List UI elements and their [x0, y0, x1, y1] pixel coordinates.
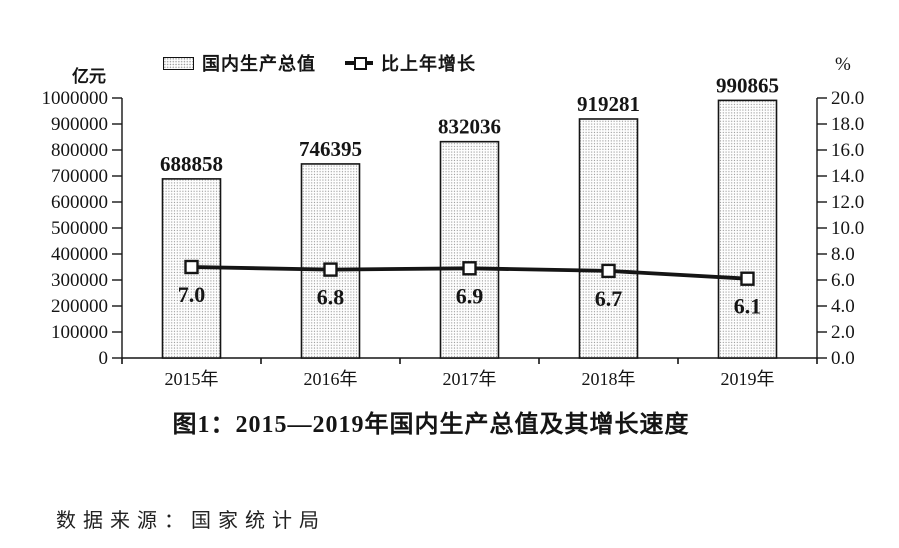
gdp-bar-value-label: 688858: [160, 152, 223, 176]
right-axis-tick-label: 2.0: [831, 322, 855, 343]
gdp-bar-value-label: 746395: [299, 137, 362, 161]
gdp-bar: [439, 140, 500, 359]
right-axis-tick-label: 12.0: [831, 192, 864, 213]
left-axis-tick-label: 400000: [51, 244, 108, 265]
x-axis-category-label: 2019年: [721, 369, 775, 389]
growth-line-marker: [184, 259, 199, 275]
left-axis-tick-label: 200000: [51, 296, 108, 317]
gdp-bar: [300, 163, 361, 359]
left-axis-tick-label: 900000: [51, 114, 108, 135]
right-axis-tick-label: 20.0: [831, 88, 864, 109]
growth-value-label: 7.0: [178, 282, 206, 307]
left-axis-tick-label: 1000000: [42, 88, 109, 109]
chart-title: 图1：2015—2019年国内生产总值及其增长速度: [172, 412, 690, 438]
left-axis-tick-label: 0: [99, 348, 109, 369]
growth-line-marker: [601, 263, 616, 279]
data-source-note: 数据来源：国家统计局: [56, 510, 326, 532]
growth-line-marker: [462, 261, 477, 276]
x-axis-category-label: 2018年: [582, 369, 636, 389]
left-axis-tick-label: 800000: [51, 140, 108, 161]
x-axis-category-label: 2016年: [304, 369, 358, 389]
right-axis-tick-label: 18.0: [831, 114, 864, 135]
left-axis-unit-label: 亿元: [72, 67, 106, 86]
growth-value-label: 6.7: [595, 286, 623, 311]
legend-growth-label: 比上年增长: [381, 54, 476, 74]
growth-value-label: 6.8: [317, 285, 345, 310]
growth-line-swatch-icon: [345, 56, 373, 70]
right-axis-tick-label: 6.0: [831, 270, 855, 291]
right-axis-tick-label: 4.0: [831, 296, 855, 317]
growth-line-marker: [740, 271, 755, 286]
x-axis-category-label: 2017年: [443, 369, 497, 389]
gdp-bar-value-label: 990865: [716, 73, 779, 97]
left-axis-tick-label: 600000: [51, 192, 108, 213]
right-axis-tick-label: 16.0: [831, 140, 864, 161]
gdp-bar: [717, 99, 778, 359]
x-axis-category-label: 2015年: [165, 369, 219, 389]
left-axis-tick-label: 300000: [51, 270, 108, 291]
right-axis-tick-label: 10.0: [831, 218, 864, 239]
gdp-bar-value-label: 919281: [577, 92, 640, 116]
chart-canvas: 0 100000 200000 300000 400000 500000 600000 700…: [42, 73, 865, 389]
gdp-bar-swatch-icon: [163, 56, 194, 70]
growth-line-marker: [323, 262, 338, 277]
right-axis-tick-label: 14.0: [831, 166, 864, 187]
legend-gdp-label: 国内生产总值: [202, 54, 316, 74]
left-axis-tick-label: 100000: [51, 322, 108, 343]
right-axis-tick-label: 0.0: [831, 348, 855, 369]
gdp-bar: [578, 118, 639, 359]
legend-item-growth: 比上年增长: [345, 50, 476, 76]
growth-value-label: 6.1: [734, 294, 762, 319]
growth-value-label: 6.9: [456, 283, 484, 308]
right-axis-tick-label: 8.0: [831, 244, 855, 265]
left-axis-tick-label: 500000: [51, 218, 108, 239]
gdp-bar-value-label: 832036: [438, 115, 501, 139]
legend-item-gdp: 国内生产总值: [163, 50, 316, 76]
left-axis-tick-label: 700000: [51, 166, 108, 187]
right-axis-unit-label: %: [835, 54, 851, 75]
